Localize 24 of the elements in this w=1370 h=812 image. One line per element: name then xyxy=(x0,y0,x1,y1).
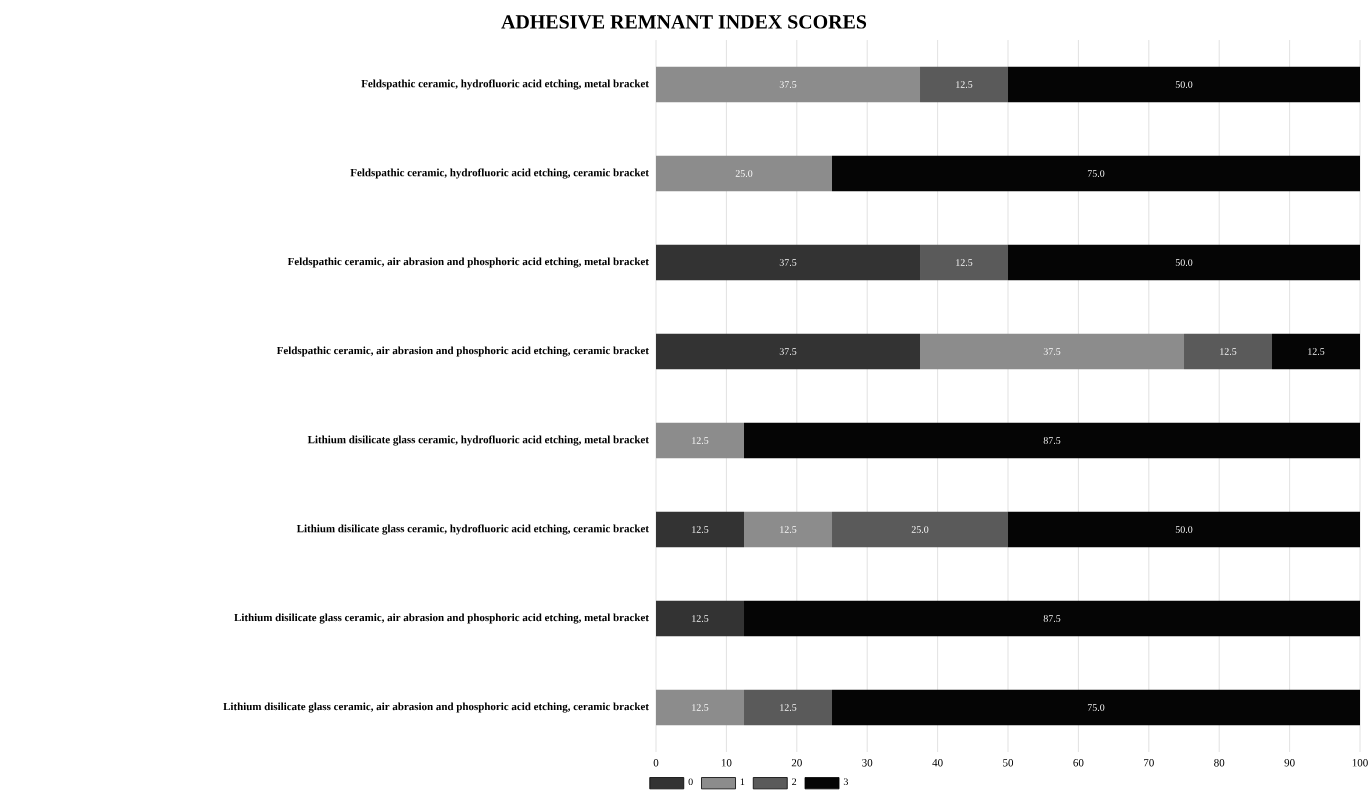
chart-title: ADHESIVE REMNANT INDEX SCORES xyxy=(501,15,867,29)
bar xyxy=(656,66,921,103)
bar xyxy=(1184,333,1273,370)
bar xyxy=(832,511,1009,548)
bar xyxy=(1008,244,1361,281)
bar xyxy=(656,422,745,459)
bar xyxy=(1272,333,1361,370)
bar xyxy=(832,689,1361,726)
bar xyxy=(656,333,921,370)
bar xyxy=(1008,66,1361,103)
bar xyxy=(656,600,745,637)
bar xyxy=(744,600,1361,637)
bar xyxy=(1008,511,1361,548)
bar xyxy=(656,511,745,548)
bar xyxy=(656,155,833,192)
bar xyxy=(920,333,1185,370)
bar xyxy=(656,244,921,281)
bar xyxy=(744,689,833,726)
bar xyxy=(920,66,1009,103)
bar xyxy=(744,422,1361,459)
bar xyxy=(744,511,833,548)
bar xyxy=(656,689,745,726)
bar xyxy=(920,244,1009,281)
bar xyxy=(832,155,1361,192)
